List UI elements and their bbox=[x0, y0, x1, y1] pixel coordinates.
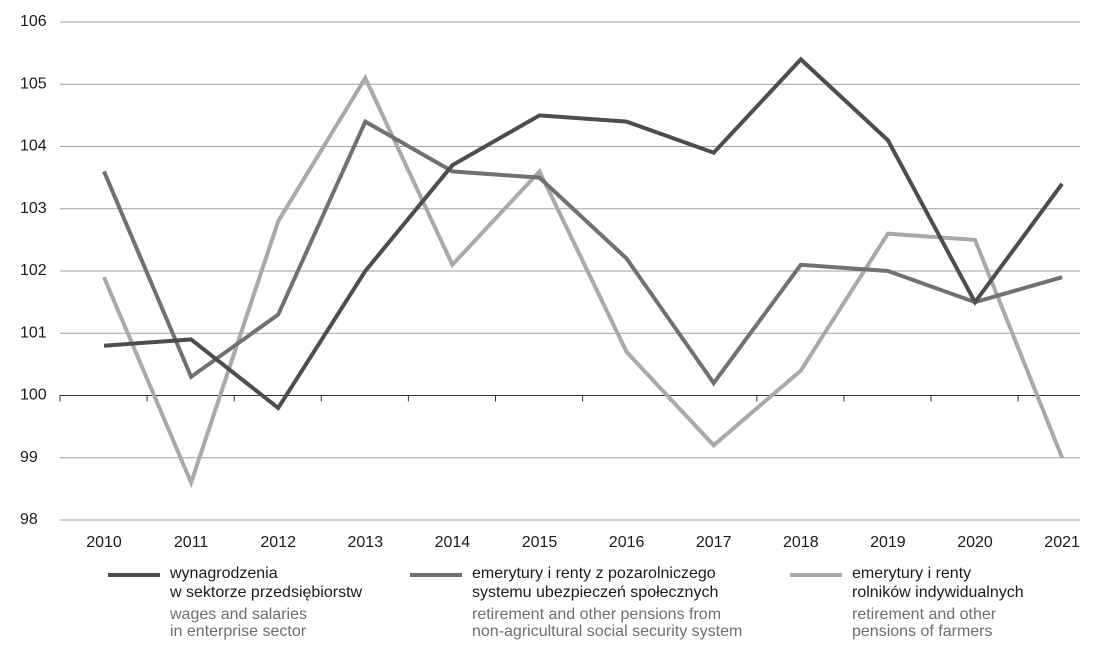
legend-swatch bbox=[108, 573, 160, 577]
y-tick-label: 103 bbox=[20, 200, 47, 217]
y-tick-label: 104 bbox=[20, 138, 47, 155]
x-tick-label: 2016 bbox=[609, 534, 645, 551]
legend-swatch bbox=[790, 573, 842, 577]
legend-label: emerytury i renty z pozarolniczego syste… bbox=[472, 565, 719, 601]
x-tick-label: 2014 bbox=[435, 534, 471, 551]
series-line bbox=[103, 56, 1064, 411]
x-tick-label: 2017 bbox=[696, 534, 732, 551]
legend-entry: emerytury i renty z pozarolniczego syste… bbox=[410, 564, 743, 640]
legend-sublabel: wages and salaries in enterprise sector bbox=[170, 606, 307, 640]
x-tick-label: 2019 bbox=[870, 534, 906, 551]
y-tick-label: 102 bbox=[20, 262, 47, 279]
y-tick-label: 99 bbox=[20, 449, 38, 466]
series-line bbox=[102, 118, 1063, 387]
y-tick-label: 98 bbox=[20, 511, 38, 528]
legend-sublabel: retirement and other pensions from non-a… bbox=[472, 606, 743, 640]
x-tick-label: 2011 bbox=[174, 534, 209, 551]
legend-entry: wynagrodzenia w sektorze przedsiębiorstw… bbox=[108, 564, 363, 640]
y-tick-label: 100 bbox=[20, 387, 47, 404]
legend-label: wynagrodzenia w sektorze przedsiębiorstw bbox=[170, 565, 363, 601]
x-tick-label: 2012 bbox=[260, 534, 296, 551]
x-tick-label: 2013 bbox=[348, 534, 384, 551]
legend-label: emerytury i renty rolników indywidualnyc… bbox=[852, 565, 1024, 601]
y-tick-label: 106 bbox=[20, 13, 47, 30]
legend-swatch bbox=[410, 573, 462, 577]
legend-sublabel: retirement and other pensions of farmers bbox=[852, 606, 997, 640]
x-tick-label: 2021 bbox=[1044, 534, 1080, 551]
x-tick-label: 2010 bbox=[86, 534, 122, 551]
series-line bbox=[102, 73, 1064, 489]
x-tick-label: 2015 bbox=[522, 534, 558, 551]
x-tick-label: 2020 bbox=[957, 534, 993, 551]
x-tick-label: 2018 bbox=[783, 534, 819, 551]
legend-entry: emerytury i renty rolników indywidualnyc… bbox=[790, 564, 1024, 640]
y-tick-label: 105 bbox=[20, 75, 47, 92]
y-tick-label: 101 bbox=[20, 324, 47, 341]
